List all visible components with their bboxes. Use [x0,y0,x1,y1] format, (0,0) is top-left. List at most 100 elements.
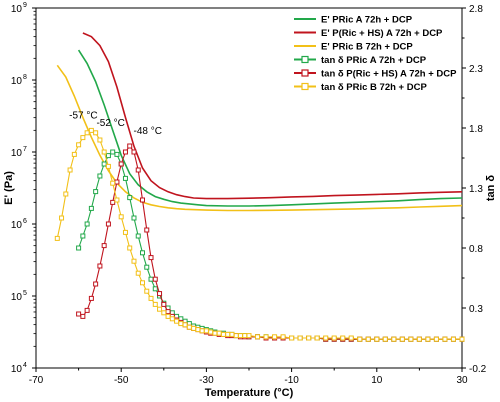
y-left-tick-exponent: 7 [23,146,27,153]
data-point [144,227,150,233]
legend-label: tan δ PRic A 72h + DCP [321,55,427,66]
data-point [114,179,120,185]
legend-label: E' PRic B 72h + DCP [321,42,413,53]
data-point [216,330,222,336]
data-point [289,335,295,341]
series-1 [82,32,463,200]
data-point [88,127,94,133]
data-point [399,336,405,342]
x-tick-label: -30 [199,375,214,386]
y-right-tick-label: 1.3 [469,184,483,195]
legend-item: E' PRic A 72h + DCP [294,15,413,26]
data-point [272,334,278,340]
data-point [63,191,69,197]
data-point [135,270,141,276]
data-point [225,331,231,337]
y-left-tick-label: 10 [11,4,23,15]
data-point [191,325,197,331]
y-right-axis-label: tan δ [485,175,497,202]
data-point [93,281,99,287]
data-point [306,335,312,341]
legend-marker [301,55,309,64]
data-point [152,286,158,292]
data-point [93,130,99,136]
data-point [340,335,346,341]
data-point [67,167,73,173]
series-line [78,145,462,340]
data-point [357,336,363,342]
x-tick-label: -10 [284,375,299,386]
data-point [101,243,107,249]
legend-label: E' P(Ric + HS) A 72h + DCP [321,28,443,39]
data-point [212,330,218,336]
data-point [76,245,82,251]
x-axis: -70 -50 -30 -10 10 30 [29,368,468,386]
series-layer [54,32,465,342]
data-point [323,335,329,341]
data-point [237,333,243,339]
data-point [229,331,235,337]
data-point [135,233,141,239]
y-right-tick-label: 2.8 [469,4,483,15]
data-point [80,233,86,239]
data-point [255,334,261,340]
data-point [88,205,94,211]
legend: E' PRic A 72h + DCP E' P(Ric + HS) A 72h … [294,15,457,93]
x-tick-label: -50 [114,375,129,386]
data-point [101,149,107,155]
legend-marker [301,69,309,77]
data-point [80,313,86,319]
data-point [280,334,286,340]
data-point [122,229,128,235]
data-point [110,149,116,155]
series-5 [54,127,465,342]
data-point [93,189,99,195]
y-left-tick-label: 10 [11,148,23,159]
data-point [144,288,150,294]
data-point [408,336,414,342]
data-point [127,143,133,149]
y-right-tick-label: 0.3 [469,304,483,315]
series-0 [77,49,463,207]
data-point [165,313,171,319]
data-point [97,173,103,179]
x-tick-label: 30 [456,375,468,386]
data-point [110,199,116,205]
data-point [97,263,103,269]
data-point [382,336,388,342]
data-point [442,336,448,342]
x-axis-label: Temperature (°C) [205,387,294,399]
peak-annotation: -48 °C [133,126,161,137]
data-point [110,180,116,186]
legend-item: E' PRic B 72h + DCP [294,42,413,53]
data-point [105,153,111,159]
data-point [140,250,145,256]
data-point [203,328,209,334]
data-point [416,336,422,342]
y-right-tick-label: 2.3 [469,64,483,75]
y-left-tick-label: 10 [11,364,23,375]
series-2 [56,64,463,212]
data-point [365,336,371,342]
data-point [165,309,171,315]
data-point [331,335,337,341]
data-point [157,306,163,312]
data-point [152,276,158,282]
data-point [105,163,111,169]
data-point [76,311,82,317]
y-left-axis-label: E' (Pa) [3,171,15,205]
data-point [242,333,248,339]
y-right-axis: -0.2 0.3 0.8 1.3 1.8 2.3 2.8 [462,4,487,375]
data-point [374,336,380,342]
y-left-tick-label: 10 [11,292,23,303]
y-left-tick-label: 10 [11,220,23,231]
data-point [97,137,103,143]
data-point [297,335,303,341]
series-line [78,151,462,340]
data-point [161,310,167,316]
data-point [148,276,154,282]
data-point [174,318,180,324]
data-point [114,197,120,203]
